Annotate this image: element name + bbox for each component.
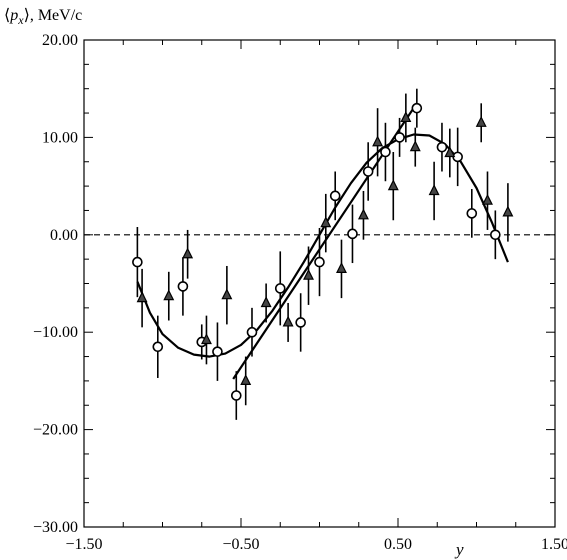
- circle-data-point: [394, 117, 405, 157]
- circle-marker: [347, 228, 358, 240]
- circle-data-point: [411, 88, 423, 128]
- triangle-data-point: [282, 302, 294, 342]
- triangle-data-point: [475, 103, 487, 143]
- triangle-data-point: [357, 190, 369, 240]
- triangle-marker: [182, 247, 194, 259]
- triangle-data-point: [163, 271, 175, 321]
- circle-data-point: [380, 122, 391, 182]
- circle-data-point: [230, 371, 242, 420]
- triangle-marker: [400, 111, 412, 123]
- x-tick-label: 1.50: [541, 536, 567, 553]
- circle-data-point: [274, 251, 286, 326]
- triangle-data-point: [221, 265, 233, 325]
- triangle-data-point: [182, 229, 194, 279]
- circle-marker: [329, 190, 341, 202]
- triangle-marker: [409, 140, 421, 152]
- circle-marker: [411, 102, 423, 114]
- circle-marker: [295, 317, 306, 328]
- y-axis-title-subscript: x: [17, 13, 24, 27]
- triangle-marker: [475, 115, 487, 127]
- x-tick-label: 0.50: [384, 536, 412, 553]
- circle-data-point: [295, 293, 306, 352]
- circle-data-point: [466, 189, 478, 238]
- triangle-marker: [282, 315, 294, 327]
- y-tick-label: −10.00: [33, 324, 78, 341]
- circle-marker: [436, 141, 448, 153]
- triangle-data-point: [320, 193, 332, 253]
- triangle-marker: [163, 289, 175, 301]
- triangle-data-point: [502, 183, 514, 242]
- triangle-data-point: [240, 356, 252, 406]
- circle-marker: [132, 256, 143, 268]
- triangle-marker: [444, 146, 456, 158]
- circle-marker: [246, 326, 258, 338]
- triangle-data-point: [387, 152, 399, 221]
- y-axis-title: ⟨px⟩, MeV/c: [4, 7, 82, 27]
- triangle-marker: [136, 291, 148, 303]
- curves-layer: [136, 102, 509, 380]
- triangle-data-point: [200, 315, 212, 365]
- circle-marker: [314, 256, 325, 268]
- circle-data-point: [132, 227, 143, 298]
- triangle-marker: [372, 135, 384, 147]
- x-axis-title: y: [454, 540, 464, 559]
- y-tick-label: 0.00: [50, 227, 78, 244]
- triangle-data-point: [260, 283, 272, 323]
- triangle-data-point: [336, 239, 347, 299]
- circle-data-point: [329, 171, 341, 221]
- circle-data-point: [436, 122, 448, 172]
- y-axis-title-prefix: ⟨: [4, 7, 10, 24]
- circle-marker: [177, 281, 189, 292]
- triangle-marker: [336, 262, 347, 273]
- triangle-marker: [320, 216, 332, 228]
- circle-marker: [274, 283, 286, 294]
- circle-marker: [230, 390, 242, 401]
- triangle-data-point: [444, 128, 456, 178]
- triangle-marker: [260, 296, 272, 308]
- y-tick-label: −30.00: [33, 519, 78, 536]
- triangle-marker: [240, 374, 252, 385]
- circle-data-point: [362, 142, 374, 201]
- triangle-data-point: [303, 246, 314, 305]
- triangle-marker: [482, 193, 493, 205]
- circle-data-point: [246, 307, 258, 357]
- triangle-marker: [357, 208, 369, 220]
- circle-marker: [394, 132, 405, 143]
- triangle-data-point: [482, 171, 493, 230]
- circle-data-point: [177, 257, 189, 316]
- circle-data-point: [347, 204, 358, 264]
- triangle-marker: [502, 205, 514, 217]
- y-tick-label: −20.00: [33, 422, 78, 439]
- y-tick-label: 10.00: [42, 129, 78, 146]
- circle-marker: [466, 208, 478, 219]
- x-tick-label: −1.50: [65, 536, 102, 553]
- circle-marker: [490, 229, 501, 241]
- circle-data-point: [212, 322, 223, 381]
- circle-data-point: [152, 315, 164, 378]
- y-axis-title-symbol: p: [9, 7, 18, 24]
- axes-layer: 20.00 10.00 0.00 −10.00 −20.00 −30.00−1.50 −0.…: [33, 32, 567, 553]
- circle-marker: [362, 166, 374, 177]
- triangle-data-point: [409, 127, 421, 167]
- triangle-data-point: [136, 268, 148, 328]
- triangle-marker: [221, 288, 233, 300]
- x-tick-label: −0.50: [222, 536, 259, 553]
- circle-marker: [152, 341, 164, 353]
- triangle-data-point: [428, 161, 440, 221]
- triangle-marker: [303, 268, 314, 280]
- svg-text:⟨px⟩, MeV/c: ⟨px⟩, MeV/c: [4, 7, 82, 27]
- series-layer: [132, 88, 514, 420]
- triangle-data-point: [372, 108, 384, 177]
- circle-marker: [380, 146, 391, 158]
- y-axis-title-suffix: ⟩, MeV/c: [24, 7, 83, 24]
- triangle-marker: [200, 333, 212, 345]
- y-tick-label: 20.00: [42, 32, 78, 49]
- triangle-marker: [387, 179, 399, 191]
- circle-data-point: [490, 210, 501, 260]
- circle-marker: [212, 346, 223, 357]
- triangle-marker: [428, 184, 440, 196]
- triangle-data-point: [400, 93, 412, 143]
- circle-data-point: [314, 227, 325, 297]
